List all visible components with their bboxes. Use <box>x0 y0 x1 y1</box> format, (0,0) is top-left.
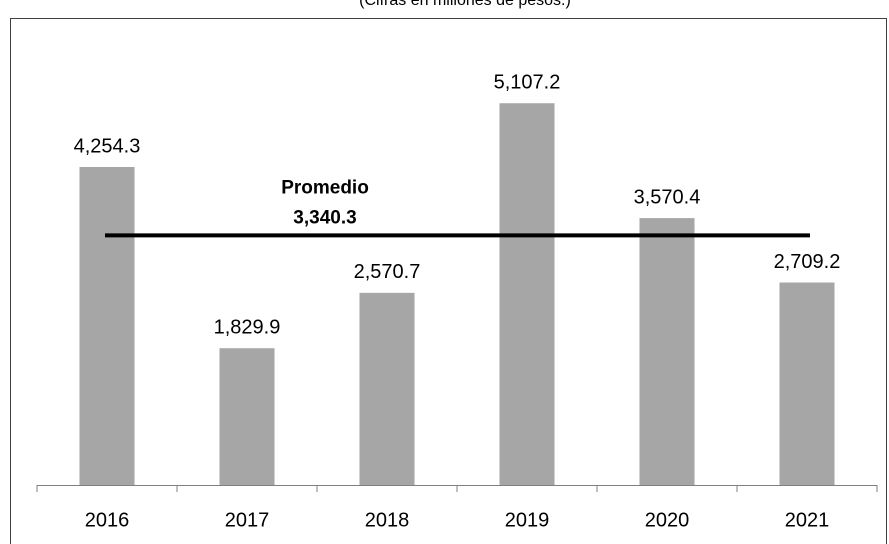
x-tick-label: 2016 <box>85 509 130 531</box>
x-tick-label: 2018 <box>365 509 410 531</box>
value-label: 3,570.4 <box>634 186 701 208</box>
value-label: 5,107.2 <box>494 72 561 94</box>
chart-subtitle: (Cifras en millones de pesos.) <box>359 0 571 9</box>
chart-frame <box>10 18 887 544</box>
x-tick-label: 2019 <box>505 509 550 531</box>
x-tick-label: 2017 <box>225 509 270 531</box>
bar <box>639 218 695 485</box>
value-label: 4,254.3 <box>74 135 141 157</box>
value-label: 2,709.2 <box>774 251 841 273</box>
value-label: 1,829.9 <box>214 316 281 338</box>
average-value-label: 3,340.3 <box>293 207 356 228</box>
bar <box>79 166 135 485</box>
bar <box>219 348 275 485</box>
x-tick-label: 2020 <box>645 509 690 531</box>
bar <box>359 292 415 485</box>
bar <box>779 282 835 485</box>
x-tick-label: 2021 <box>785 509 830 531</box>
average-label: Promedio <box>281 177 369 198</box>
bar <box>499 103 555 485</box>
value-label: 2,570.7 <box>354 261 421 283</box>
